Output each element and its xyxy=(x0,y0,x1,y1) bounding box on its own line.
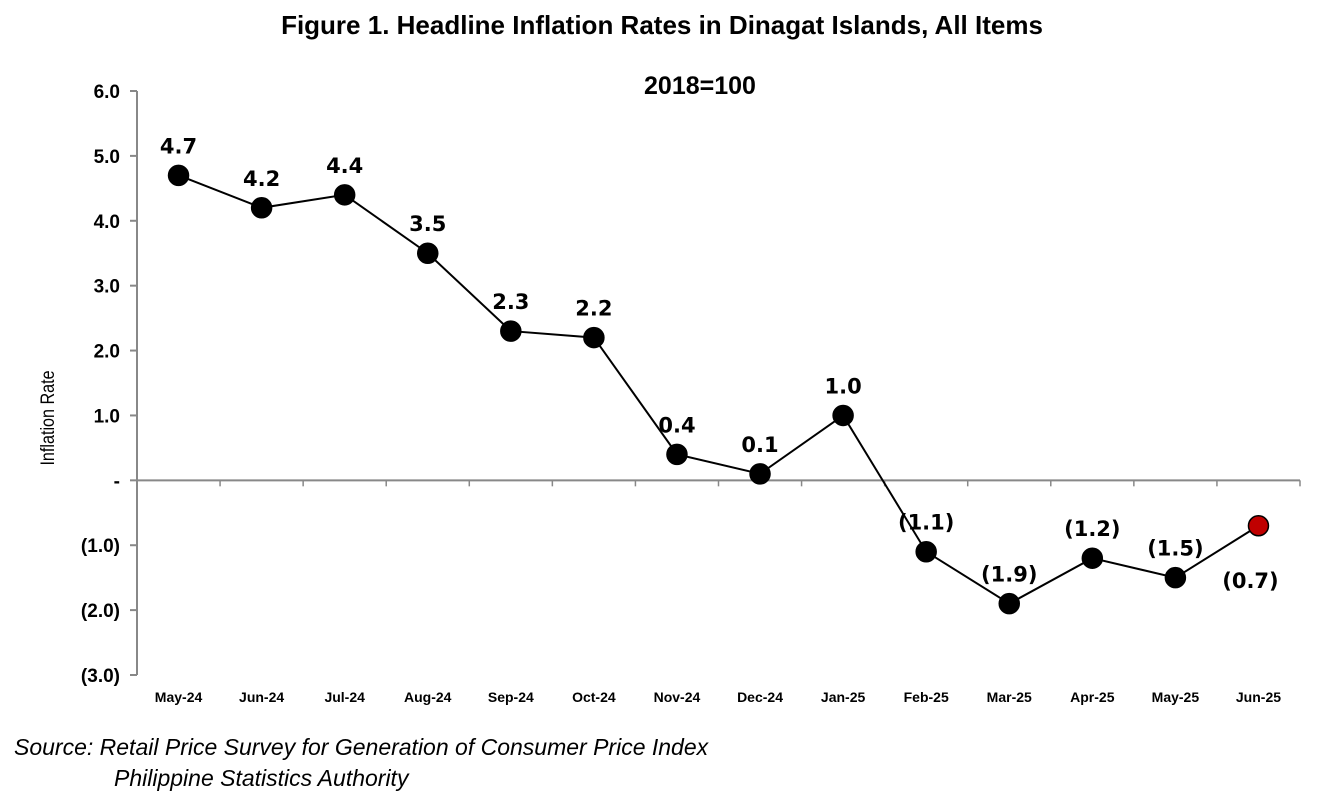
data-label: 0.4 xyxy=(658,413,695,437)
data-point xyxy=(915,540,937,563)
x-tick-label: Jun-25 xyxy=(1236,689,1281,705)
data-point xyxy=(1081,547,1104,569)
x-tick-label: Feb-25 xyxy=(904,689,949,705)
data-label: 2.2 xyxy=(575,297,612,321)
data-label: 1.0 xyxy=(825,374,862,398)
x-tick-label: Sep-24 xyxy=(488,689,534,705)
x-tick-label: Nov-24 xyxy=(654,689,701,705)
y-axis: 6.0 5.0 4.0 3.0 2.0 1.0 - (1.0) (2.0) (3.0) xyxy=(81,82,138,687)
data-label: 4.7 xyxy=(160,134,197,158)
series xyxy=(167,164,1270,615)
chart-subtitle: 2018=100 xyxy=(644,72,756,100)
data-point xyxy=(250,197,273,219)
data-label: 3.5 xyxy=(409,212,446,236)
chart-title: Figure 1. Headline Inflation Rates in Di… xyxy=(281,10,1043,40)
data-label: (1.2) xyxy=(1064,517,1120,541)
x-tick-label: Apr-25 xyxy=(1070,689,1115,705)
data-label: (1.5) xyxy=(1147,537,1203,561)
data-label: (1.9) xyxy=(981,563,1037,587)
x-tick-label: Jan-25 xyxy=(821,689,866,705)
x-tick-label: Dec-24 xyxy=(737,689,783,705)
y-axis-label: Inflation Rate xyxy=(37,370,59,465)
y-tick-label: (2.0) xyxy=(81,601,120,622)
source-note: Source: Retail Price Survey for Generati… xyxy=(14,732,708,794)
data-label: (0.7) xyxy=(1222,569,1278,593)
y-tick-label: (3.0) xyxy=(81,666,120,687)
data-point-highlight xyxy=(1247,515,1270,537)
x-tick-label: Jul-24 xyxy=(324,689,365,705)
data-label: 4.2 xyxy=(243,167,280,191)
data-label: (1.1) xyxy=(898,511,954,535)
y-tick-label: (1.0) xyxy=(81,536,120,557)
x-tick-label: Mar-25 xyxy=(987,689,1032,705)
source-line-2: Philippine Statistics Authority xyxy=(114,765,409,791)
y-tick-label: 5.0 xyxy=(94,147,120,168)
data-point xyxy=(333,184,356,206)
data-point xyxy=(583,326,605,349)
data-point xyxy=(1164,566,1187,589)
data-label: 0.1 xyxy=(741,433,778,457)
data-point xyxy=(749,463,771,485)
data-labels: 4.7 4.2 4.4 3.5 2.3 2.2 0.4 0.1 1.0 (1.1) (1.9) (1.… xyxy=(160,134,1279,592)
data-point xyxy=(666,443,688,466)
y-tick-label: 3.0 xyxy=(94,277,120,298)
x-tick-label: Oct-24 xyxy=(572,689,616,705)
data-point xyxy=(500,320,522,342)
data-label: 2.3 xyxy=(492,290,529,314)
source-line-1: Source: Retail Price Survey for Generati… xyxy=(14,734,709,760)
x-tick-label: Jun-24 xyxy=(239,689,284,705)
x-tick-label: May-25 xyxy=(1152,689,1200,705)
y-tick-label: 6.0 xyxy=(94,82,120,103)
data-point xyxy=(998,592,1020,615)
data-point xyxy=(417,242,439,264)
y-tick-label: 2.0 xyxy=(94,342,120,363)
y-tick-label: - xyxy=(114,471,120,492)
x-tick-label: Aug-24 xyxy=(404,689,452,705)
line-chart: 6.0 5.0 4.0 3.0 2.0 1.0 - (1.0) (2.0) (3.0) May-2… xyxy=(37,82,1301,705)
data-label: 4.4 xyxy=(326,154,363,178)
y-tick-label: 4.0 xyxy=(94,212,120,233)
y-tick-label: 1.0 xyxy=(94,406,120,427)
x-tick-label: May-24 xyxy=(155,689,203,705)
data-point xyxy=(832,404,854,427)
series-line xyxy=(178,174,1259,605)
x-axis: May-24 Jun-24 Jul-24 Aug-24 Sep-24 Oct-24 Nov-… xyxy=(136,479,1301,705)
data-point xyxy=(167,164,190,187)
